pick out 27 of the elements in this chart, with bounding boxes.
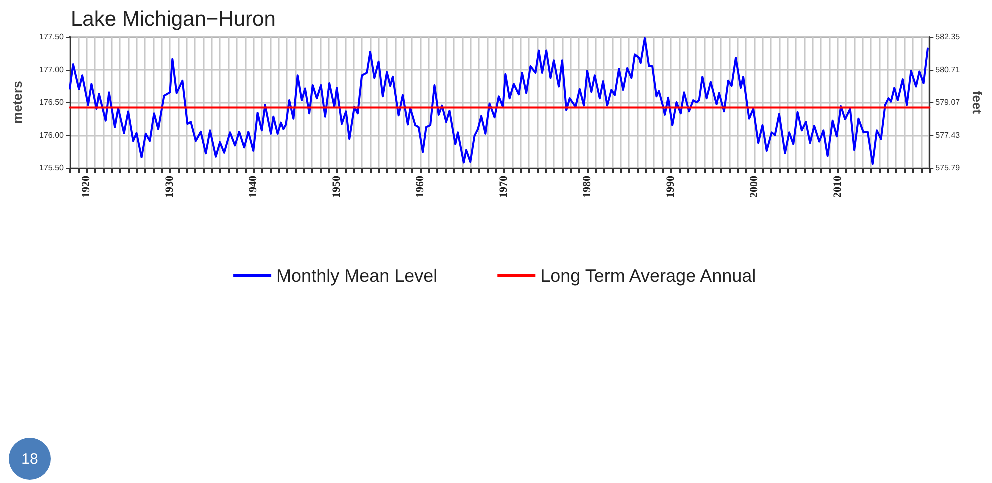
- x-tick-label: 2010: [832, 176, 844, 198]
- y2-tick-label: 575.79: [936, 164, 961, 172]
- y2-tick-label: 580.71: [936, 65, 961, 74]
- line-series: [69, 37, 929, 166]
- x-tick-label: 1930: [164, 176, 176, 198]
- y2-axis-title: feet: [970, 90, 985, 115]
- x-tick-label: 1980: [581, 176, 594, 198]
- y2-tick-label: 579.07: [936, 98, 961, 107]
- x-tick-label: 1950: [331, 176, 344, 198]
- x-tick-label: 1920: [80, 176, 93, 198]
- y-tick-label: 176.00: [40, 130, 65, 140]
- x-tick-label: 1970: [498, 176, 510, 198]
- page-number-badge: 18: [9, 438, 51, 480]
- x-tick-label: 1960: [414, 176, 427, 198]
- y-tick-label: 176.50: [40, 98, 65, 107]
- y-tick-label: 177.50: [40, 32, 65, 42]
- x-tick-label: 1990: [664, 176, 677, 198]
- y-tick-label: 175.50: [40, 164, 65, 172]
- x-tick-label: 2000: [748, 176, 760, 198]
- y2-tick-label: 582.35: [936, 32, 961, 42]
- legend-label: Long Term Average Annual: [540, 266, 756, 286]
- chart-title: Lake Michigan−Huron: [71, 8, 276, 31]
- legend-label: Monthly Mean Level: [276, 266, 438, 286]
- y-tick-label: 177.00: [40, 65, 65, 74]
- y2-tick-label: 577.43: [936, 130, 961, 140]
- x-tick-label: 1940: [248, 176, 260, 198]
- y-axis-title: meters: [10, 81, 25, 124]
